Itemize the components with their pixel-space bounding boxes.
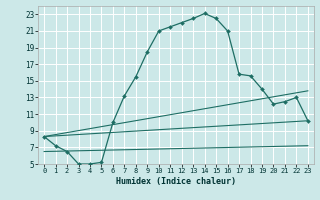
X-axis label: Humidex (Indice chaleur): Humidex (Indice chaleur) [116,177,236,186]
